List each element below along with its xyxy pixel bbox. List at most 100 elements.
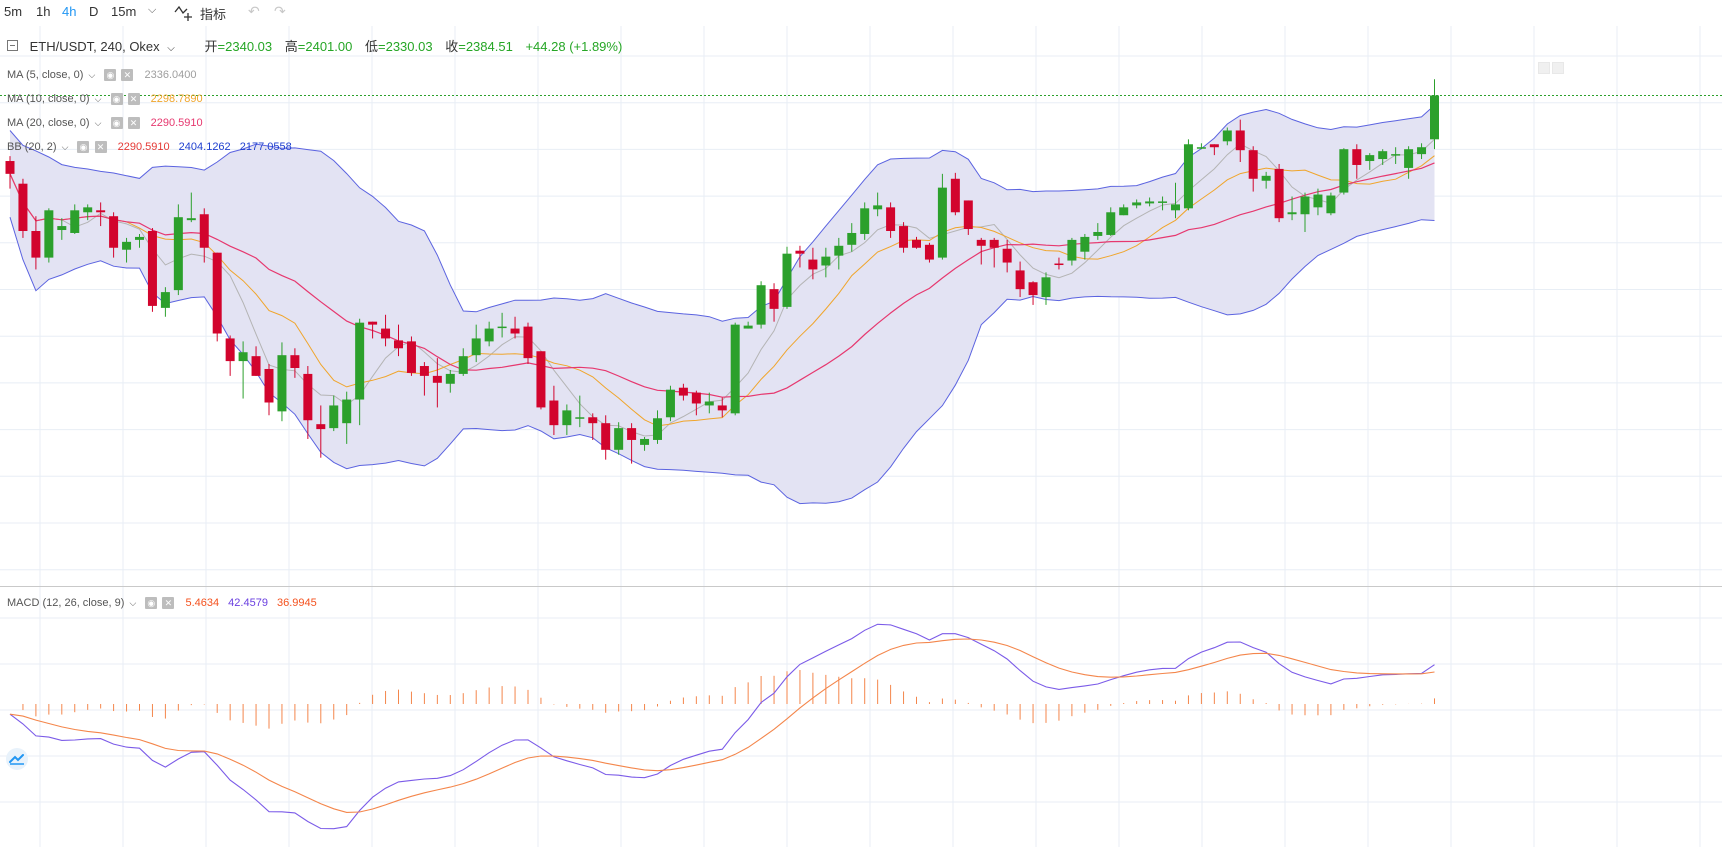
legend-macd[interactable]: MACD (12, 26, close, 9) ⌵ ◉ ✕ 5.4634 42.… [7,596,317,610]
pane-controls[interactable] [1538,62,1564,74]
candle-body [717,405,727,411]
eye-icon[interactable]: ◉ [77,141,90,154]
legend-ma10[interactable]: MA (10, close, 0) ⌵ ◉ ✕ 2298.7890 [7,92,203,106]
close-pane-icon[interactable] [1552,62,1564,74]
candle-body [1222,130,1232,142]
candle-body [497,326,507,329]
chevron-down-icon[interactable]: ⌵ [88,70,96,81]
legend-bb[interactable]: BB (20, 2) ⌵ ◉ ✕ 2290.5910 2404.1262 217… [7,140,292,154]
legend-ma20[interactable]: MA (20, close, 0) ⌵ ◉ ✕ 2290.5910 [7,116,203,130]
candle-body [665,389,675,418]
interval-4h[interactable]: 4h [62,4,77,19]
macd-lines [9,623,1435,830]
chevron-down-icon[interactable]: ⌵ [94,94,102,105]
candle-body [147,231,157,306]
candle-body [109,216,119,248]
candle-body [795,250,805,254]
candle-body [1119,207,1129,216]
candle-body [122,241,132,250]
high-value: =2401.00 [297,39,353,54]
collapse-legend-icon[interactable] [7,40,18,51]
main-legend: ETH/USDT, 240, Okex ⌵ 开=2340.03 高=2401.0… [7,39,631,57]
candle-body [1248,150,1258,179]
candle-body [1274,168,1284,219]
candle-body [808,259,818,270]
candle-body [1378,151,1388,160]
candle-body [899,226,909,248]
symbol-label[interactable]: ETH/USDT, 240, Okex [29,39,160,54]
candle-body [653,418,662,440]
candle-body [329,405,339,429]
ma20-name: MA (20, close, 0) [7,117,90,130]
candle-body [886,207,896,232]
eye-icon[interactable]: ◉ [110,93,123,106]
candle-body [1326,195,1336,214]
candle-body [588,417,598,424]
candle-body [212,252,222,334]
interval-5m[interactable]: 5m [4,4,23,19]
symbol-chevron-icon[interactable]: ⌵ [167,43,175,54]
candle-body [704,401,714,406]
candle-body [1080,236,1090,252]
candle-body [860,208,870,234]
candle-body [355,322,365,400]
candle-body [1054,263,1064,266]
candle-body [937,187,947,258]
maximize-icon[interactable] [1538,62,1550,74]
redo-icon[interactable]: ↷ [274,3,286,19]
interval-d[interactable]: D [89,4,99,19]
eye-icon[interactable]: ◉ [110,117,123,130]
candle-body [277,355,287,412]
tradingview-logo[interactable] [6,748,28,770]
candle-body [1145,201,1155,204]
candle-body [303,373,313,421]
candle-body [1235,130,1245,151]
candle-body [135,236,144,240]
candle-body [1002,248,1012,263]
open-value: =2340.03 [217,39,273,54]
open-label: 开 [204,39,218,54]
change-value: +44.28 (+1.89%) [525,39,623,54]
candle-body [83,207,93,213]
candle-body [251,356,261,376]
candle-body [1404,149,1414,168]
macd-line [9,623,1435,830]
interval-1h[interactable]: 1h [36,4,51,19]
toolbar: 5m 1h 4h D 15m ⌵ 指标 ↶ ↷ [0,0,1722,26]
close-value: =2384.51 [458,39,513,54]
close-icon[interactable]: ✕ [127,117,140,130]
close-icon[interactable]: ✕ [94,141,107,154]
candle-body [432,375,442,383]
close-icon[interactable]: ✕ [121,69,134,82]
close-icon[interactable]: ✕ [162,597,175,610]
candle-body [406,341,416,373]
candle-body [510,328,520,334]
candle-body [691,392,701,404]
candle-body [756,285,766,325]
ma10-name: MA (10, close, 0) [7,93,90,106]
candle-body [834,245,844,256]
chevron-down-icon[interactable]: ⌵ [61,142,69,153]
chevron-down-icon[interactable]: ⌵ [94,118,102,129]
chevron-down-icon[interactable]: ⌵ [129,598,137,609]
candle-body [1300,196,1310,215]
candle-body [160,292,170,308]
interval-15m[interactable]: 15m [111,4,137,19]
candle-body [1158,201,1168,203]
legend-ma5[interactable]: MA (5, close, 0) ⌵ ◉ ✕ 2336.0400 [7,68,197,82]
candle-body [1430,95,1439,140]
undo-icon[interactable]: ↶ [248,3,260,19]
interval-dropdown-chevron-icon[interactable]: ⌵ [148,4,157,16]
candle-body [614,428,624,450]
eye-icon[interactable]: ◉ [104,69,117,82]
indicator-chart-icon [174,5,192,21]
candle-body [419,366,429,376]
candles [5,79,1439,464]
candle-body [70,210,80,233]
close-icon[interactable]: ✕ [127,93,140,106]
candle-body [1067,239,1077,261]
candle-body [821,256,831,266]
candle-body [1339,149,1349,193]
eye-icon[interactable]: ◉ [145,597,158,610]
